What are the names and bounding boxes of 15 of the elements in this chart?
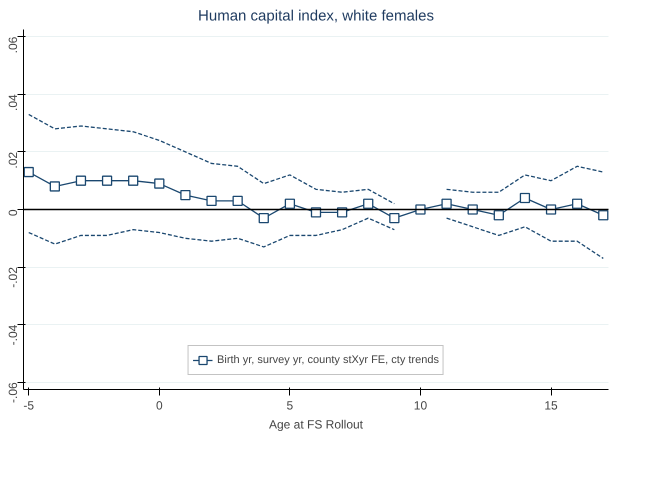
chart-title: Human capital index, white females — [198, 8, 434, 24]
y-tick-label: -.04 — [6, 324, 20, 346]
y-tick-label: .04 — [6, 94, 20, 111]
y-tick-label: .06 — [6, 36, 20, 54]
x-axis-title: Age at FS Rollout — [268, 418, 364, 432]
y-tick-label: 0 — [6, 209, 20, 216]
x-tick-label: 0 — [156, 398, 163, 412]
x-tick-label: 10 — [414, 398, 428, 412]
x-tick-label: -5 — [23, 398, 34, 412]
y-tick-label: .02 — [6, 152, 20, 169]
x-tick-label: 15 — [544, 398, 558, 412]
legend-label: Birth yr, survey yr, county stXyr FE, cty trends — [217, 354, 439, 366]
y-tick-label: -.06 — [6, 382, 20, 403]
y-tick-label: -.02 — [6, 266, 20, 288]
x-tick-label: 5 — [286, 398, 294, 412]
